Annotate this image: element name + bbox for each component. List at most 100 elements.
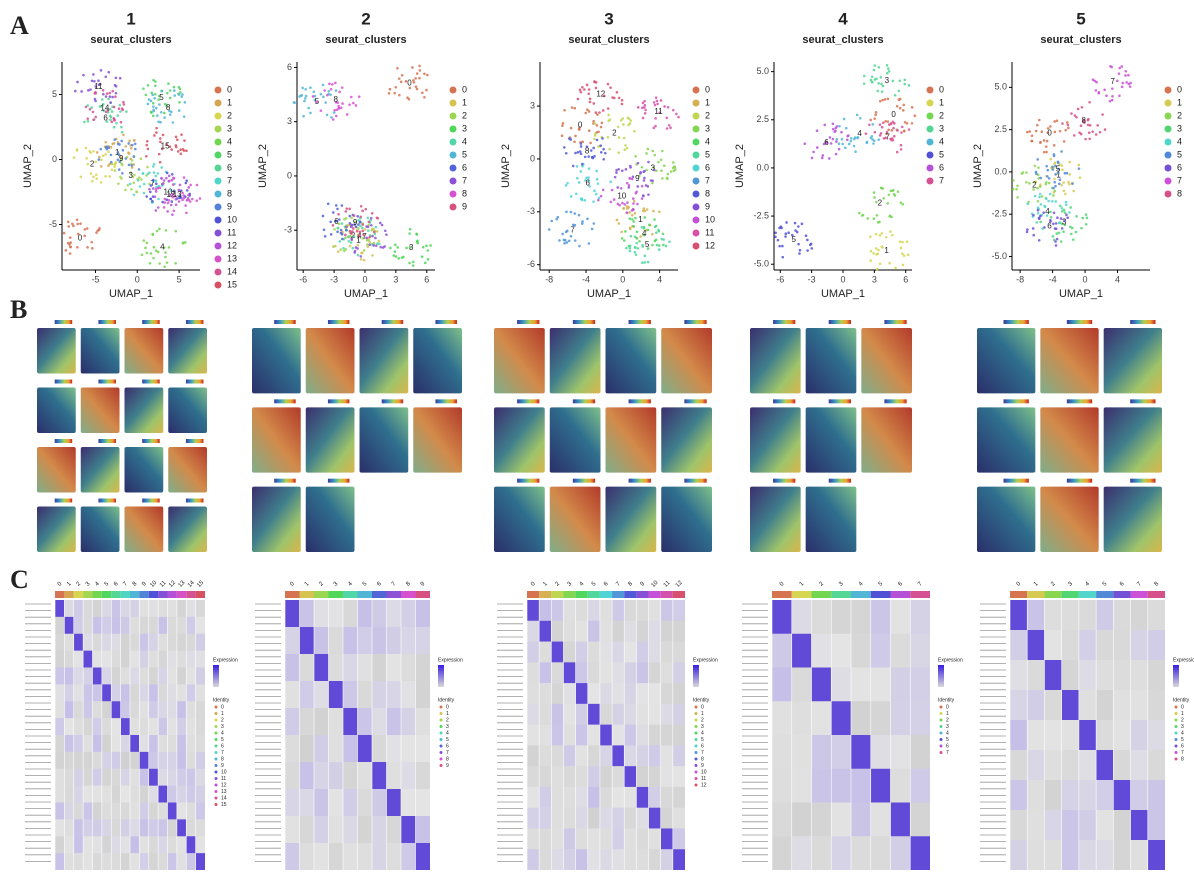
- cell-point: [570, 211, 573, 214]
- heatmap-cell: [111, 718, 120, 735]
- heatmap-cell: [1113, 660, 1130, 690]
- legend-title: Identity: [693, 697, 710, 703]
- heatmap-cell: [1044, 600, 1061, 630]
- cell-point: [184, 101, 187, 104]
- cell-point: [892, 127, 895, 130]
- heatmap-cell: [121, 617, 130, 634]
- cell-point: [622, 207, 625, 210]
- cell-point: [787, 231, 790, 234]
- cell-point: [409, 228, 412, 231]
- legend-key: [450, 87, 457, 94]
- cell-point: [565, 152, 568, 155]
- cluster-label: 8: [1081, 116, 1086, 125]
- cell-point: [1053, 144, 1056, 147]
- heatmap-cell: [812, 769, 832, 803]
- spatial-map: [550, 487, 601, 552]
- heatmap-cell: [612, 766, 624, 787]
- cell-point: [900, 144, 903, 147]
- heatmap-cell: [83, 634, 92, 651]
- cell-point: [628, 184, 631, 187]
- heatmap-cell: [186, 701, 195, 718]
- cell-point: [1075, 231, 1078, 234]
- heatmap-cell: [401, 789, 416, 816]
- heatmap-cell: [177, 600, 186, 617]
- heatmap-cell: [588, 642, 600, 663]
- cell-point: [152, 105, 155, 108]
- cell-point: [621, 237, 624, 240]
- colorbar: [684, 320, 706, 324]
- heatmap-cell: [300, 708, 315, 735]
- heatmap-cell: [300, 735, 315, 762]
- heatmap-cell: [74, 684, 83, 701]
- cell-point: [83, 235, 86, 238]
- cell-point: [873, 117, 876, 120]
- heatmap-cell: [102, 651, 111, 668]
- cell-point: [1037, 209, 1040, 212]
- heatmap-cell: [1096, 690, 1113, 720]
- legend-key: [215, 725, 218, 728]
- y-axis-label: UMAP_2: [734, 144, 746, 188]
- x-tick-label: -5: [91, 274, 99, 284]
- legend-title: Expression: [693, 657, 718, 663]
- cell-point: [144, 247, 147, 250]
- cell-point: [812, 151, 815, 154]
- cell-point: [1040, 203, 1043, 206]
- cell-point: [623, 148, 626, 151]
- spatial-map: [977, 407, 1035, 472]
- cell-point: [903, 254, 906, 257]
- legend-label: 3: [221, 724, 224, 730]
- cell-point: [1072, 190, 1075, 193]
- heatmap-cell: [186, 853, 195, 870]
- cell-point: [673, 165, 676, 168]
- cell-point: [869, 119, 872, 122]
- cell-point: [1051, 168, 1054, 171]
- spatial-map: [1040, 407, 1098, 472]
- heatmap-cell: [1027, 690, 1044, 720]
- cell-point: [648, 224, 651, 227]
- cell-point: [187, 194, 190, 197]
- legend-key: [693, 178, 700, 185]
- cell-point: [332, 211, 335, 214]
- heatmap-cell: [624, 704, 636, 725]
- heatmap-cell: [93, 684, 102, 701]
- legend-key: [693, 217, 700, 224]
- cell-point: [563, 109, 566, 112]
- cell-point: [133, 181, 136, 184]
- cell-point: [1081, 106, 1084, 109]
- cell-point: [155, 179, 158, 182]
- legend-key: [1165, 100, 1172, 107]
- cell-point: [663, 105, 666, 108]
- cell-point: [634, 155, 637, 158]
- cluster-label: 6: [1047, 222, 1052, 231]
- cell-point: [1049, 158, 1052, 161]
- heatmap-cell: [551, 745, 563, 766]
- heatmap-cell: [168, 819, 177, 836]
- heatmap-cell: [177, 684, 186, 701]
- heatmap-cell: [563, 766, 575, 787]
- cell-point: [1068, 183, 1071, 186]
- spatial-map: [125, 328, 164, 374]
- heatmap-cell: [196, 836, 205, 853]
- heatmap-cell: [372, 708, 387, 735]
- cell-point: [150, 111, 153, 114]
- cell-point: [328, 83, 331, 86]
- heatmap-cell: [792, 668, 812, 702]
- heatmap-cell: [636, 849, 648, 870]
- heatmap-cell: [314, 789, 329, 816]
- cell-point: [894, 94, 897, 97]
- heatmap-cell: [527, 600, 539, 621]
- legend-label: 5: [462, 149, 467, 159]
- cell-point: [657, 229, 660, 232]
- cell-point: [1056, 238, 1059, 241]
- heatmap-cell: [74, 752, 83, 769]
- x-tick-label: -3: [330, 274, 338, 284]
- cell-point: [647, 261, 650, 264]
- cell-point: [302, 115, 305, 118]
- cell-point: [349, 230, 352, 233]
- heatmap-cell: [139, 853, 148, 870]
- cell-point: [1060, 217, 1063, 220]
- cell-point: [143, 192, 146, 195]
- heatmap-cell: [102, 684, 111, 701]
- cell-point: [1068, 173, 1071, 176]
- heatmap-cell: [831, 735, 851, 769]
